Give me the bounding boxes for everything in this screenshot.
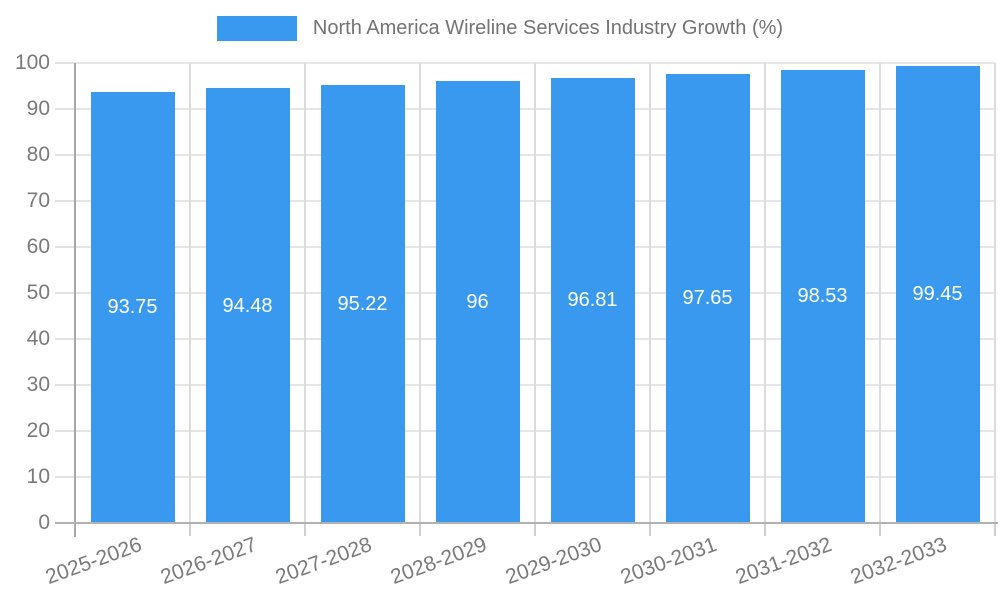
legend-swatch xyxy=(216,16,297,41)
x-gridline xyxy=(879,63,881,523)
y-axis-tick-label: 90 xyxy=(26,97,50,120)
legend: North America Wireline Services Industry… xyxy=(0,16,1000,41)
bar xyxy=(90,91,175,523)
y-axis-tick-label: 60 xyxy=(26,235,50,258)
y-tick xyxy=(55,246,75,248)
x-tick xyxy=(649,523,651,536)
bar-value-label: 96 xyxy=(466,291,489,314)
bar-value-label: 93.75 xyxy=(107,296,158,319)
bar xyxy=(320,84,405,523)
x-tick xyxy=(879,523,881,536)
bar xyxy=(665,73,750,523)
y-tick xyxy=(55,338,75,340)
y-axis-tick-label: 40 xyxy=(26,327,50,350)
bar xyxy=(435,81,520,523)
x-gridline xyxy=(994,63,996,523)
x-gridline xyxy=(304,63,306,523)
bar xyxy=(895,65,980,523)
x-tick xyxy=(419,523,421,536)
x-gridline xyxy=(189,63,191,523)
y-tick xyxy=(55,430,75,432)
x-tick xyxy=(304,523,306,536)
x-tick xyxy=(534,523,536,536)
y-axis-tick-label: 0 xyxy=(38,511,50,534)
y-tick xyxy=(55,384,75,386)
y-axis-tick-label: 10 xyxy=(26,465,50,488)
y-tick xyxy=(55,62,75,64)
x-gridline xyxy=(534,63,536,523)
y-axis-line xyxy=(74,63,76,537)
bar-value-label: 96.81 xyxy=(567,289,618,312)
x-gridline xyxy=(764,63,766,523)
y-tick xyxy=(55,200,75,202)
bar xyxy=(550,77,635,523)
bar-value-label: 98.53 xyxy=(797,285,848,308)
x-gridline xyxy=(649,63,651,523)
bar-value-label: 99.45 xyxy=(912,283,963,306)
y-axis-tick-label: 100 xyxy=(14,51,50,74)
y-tick xyxy=(55,108,75,110)
x-axis-line xyxy=(55,522,998,524)
legend-label: North America Wireline Services Industry… xyxy=(312,17,784,39)
bar xyxy=(205,88,290,523)
y-axis-tick-label: 20 xyxy=(26,419,50,442)
y-axis-tick-label: 80 xyxy=(26,143,50,166)
y-axis-tick-label: 30 xyxy=(26,373,50,396)
y-axis-tick-label: 50 xyxy=(26,281,50,304)
bar-value-label: 97.65 xyxy=(682,287,733,310)
bar-value-label: 95.22 xyxy=(337,292,388,315)
bar-value-label: 94.48 xyxy=(222,294,273,317)
x-gridline xyxy=(419,63,421,523)
x-tick xyxy=(994,523,996,536)
y-axis-tick-label: 70 xyxy=(26,189,50,212)
y-tick xyxy=(55,476,75,478)
x-tick xyxy=(764,523,766,536)
y-tick xyxy=(55,154,75,156)
x-tick xyxy=(189,523,191,536)
y-tick xyxy=(55,292,75,294)
bar xyxy=(780,69,865,523)
